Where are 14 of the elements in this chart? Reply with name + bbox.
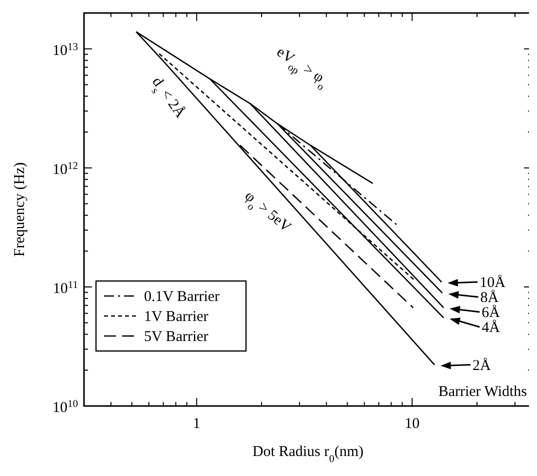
legend-label: 5V Barrier bbox=[144, 329, 208, 345]
legend-label: 4Å bbox=[482, 319, 500, 336]
y-tick-label: 10$^{12}$ bbox=[52, 160, 78, 178]
y-tick-label: 10$^{10}$ bbox=[52, 398, 78, 416]
x-tick-label: 10 bbox=[404, 416, 420, 432]
annotation: Barrier Widths bbox=[438, 384, 528, 400]
y-tick-label: 10$^{13}$ bbox=[52, 41, 78, 59]
legend-label: 1V Barrier bbox=[144, 309, 208, 325]
x-axis-title: Dot Radius r$_{0}$(nm) bbox=[252, 444, 364, 464]
y-axis-title: Frequency (Hz) bbox=[12, 162, 28, 257]
y-tick-label: 10$^{11}$ bbox=[52, 279, 78, 297]
legend-label: 2Å bbox=[472, 356, 491, 374]
x-tick-label: 1 bbox=[192, 416, 200, 432]
legend-label: 0.1V Barrier bbox=[144, 289, 220, 305]
